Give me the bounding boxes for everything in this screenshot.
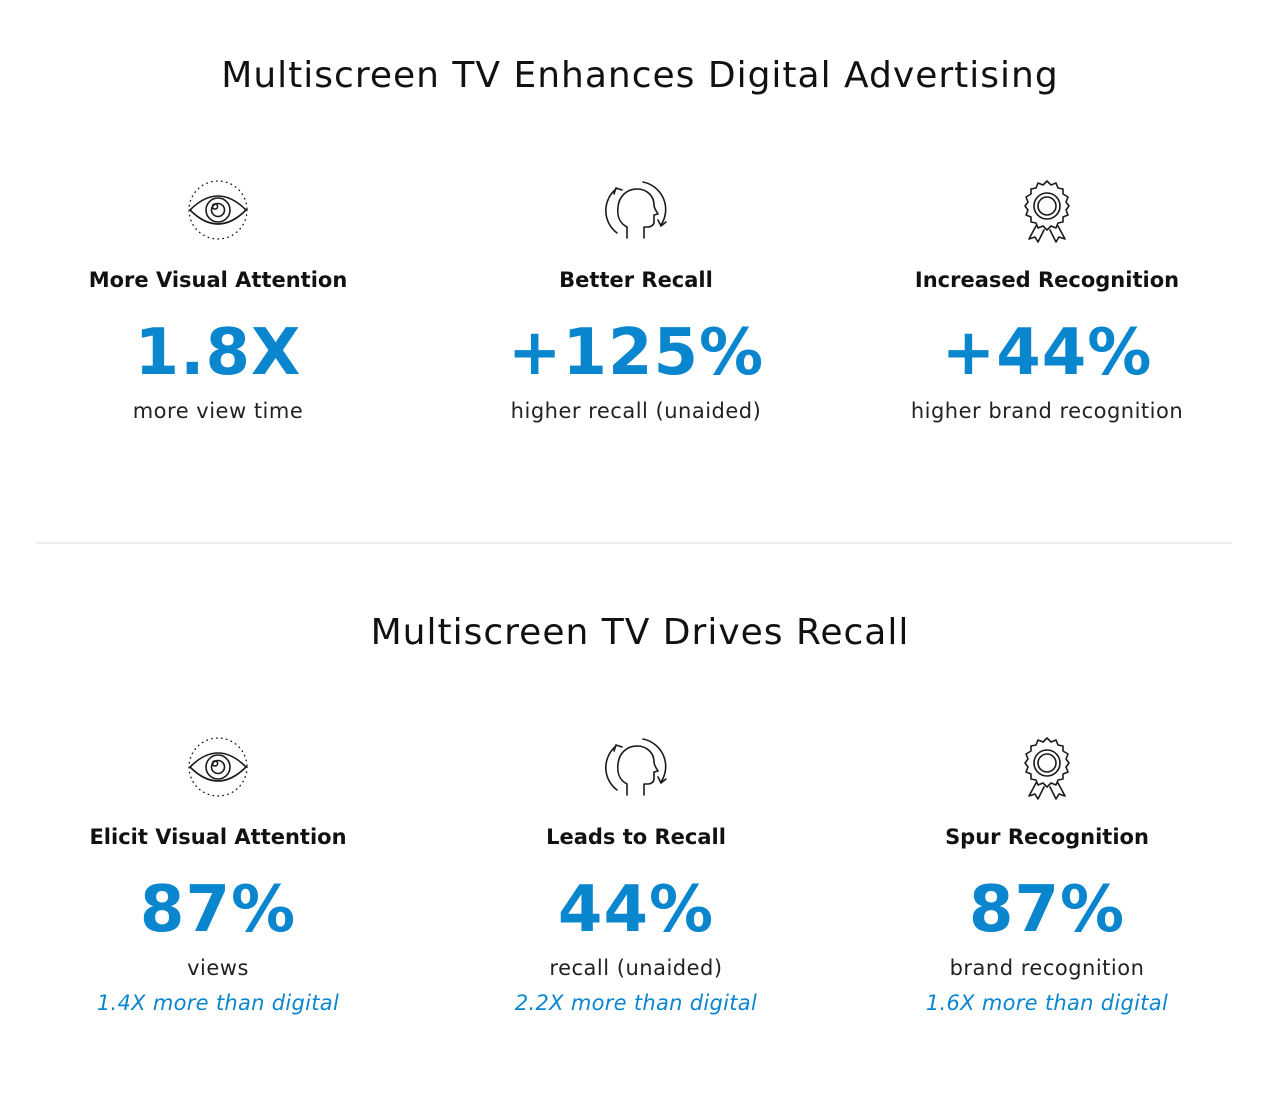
- eye-icon: [185, 177, 251, 243]
- stat-label: Spur Recognition: [945, 825, 1149, 849]
- stat-value: +44%: [941, 316, 1153, 391]
- award-ribbon-icon: [1014, 734, 1080, 800]
- stat-value: 87%: [968, 873, 1126, 948]
- stat-card-recall: Leads to Recall 44% recall (unaided) 2.2…: [436, 734, 836, 1017]
- stat-description: views: [187, 956, 249, 981]
- stat-description: more view time: [132, 399, 304, 424]
- stat-value: +125%: [507, 316, 765, 391]
- stat-value: 44%: [557, 873, 715, 948]
- stat-comparison: 1.4X more than digital: [96, 991, 340, 1016]
- stat-label: Elicit Visual Attention: [89, 825, 347, 849]
- stat-label: Better Recall: [559, 268, 713, 292]
- stat-card-visual-attention: More Visual Attention 1.8X more view tim…: [18, 177, 418, 424]
- section-enhances-digital-advertising: Multiscreen TV Enhances Digital Advertis…: [0, 0, 1280, 540]
- stat-description: brand recognition: [949, 956, 1145, 981]
- stat-card-visual-attention: Elicit Visual Attention 87% views 1.4X m…: [18, 734, 418, 1017]
- section-drives-recall: Multiscreen TV Drives Recall Elicit Visu…: [0, 556, 1280, 1099]
- stat-comparison: 1.6X more than digital: [925, 991, 1169, 1016]
- stat-label: Leads to Recall: [546, 825, 726, 849]
- stat-card-recall: Better Recall +125% higher recall (unaid…: [436, 177, 836, 424]
- head-recall-icon: [603, 177, 669, 243]
- stat-value: 87%: [139, 873, 297, 948]
- section-divider: [36, 542, 1232, 544]
- section-title: Multiscreen TV Enhances Digital Advertis…: [221, 55, 1059, 96]
- stat-label: Increased Recognition: [914, 268, 1180, 292]
- eye-icon: [185, 734, 251, 800]
- stat-value: 1.8X: [134, 316, 302, 391]
- award-ribbon-icon: [1014, 177, 1080, 243]
- section-title: Multiscreen TV Drives Recall: [370, 612, 910, 653]
- stat-description: higher brand recognition: [910, 399, 1184, 424]
- stat-description: higher recall (unaided): [510, 399, 762, 424]
- head-recall-icon: [603, 734, 669, 800]
- stat-description: recall (unaided): [549, 956, 723, 981]
- stat-label: More Visual Attention: [88, 268, 348, 292]
- stat-comparison: 2.2X more than digital: [514, 991, 758, 1016]
- stat-card-recognition: Spur Recognition 87% brand recognition 1…: [847, 734, 1247, 1017]
- stat-card-recognition: Increased Recognition +44% higher brand …: [847, 177, 1247, 424]
